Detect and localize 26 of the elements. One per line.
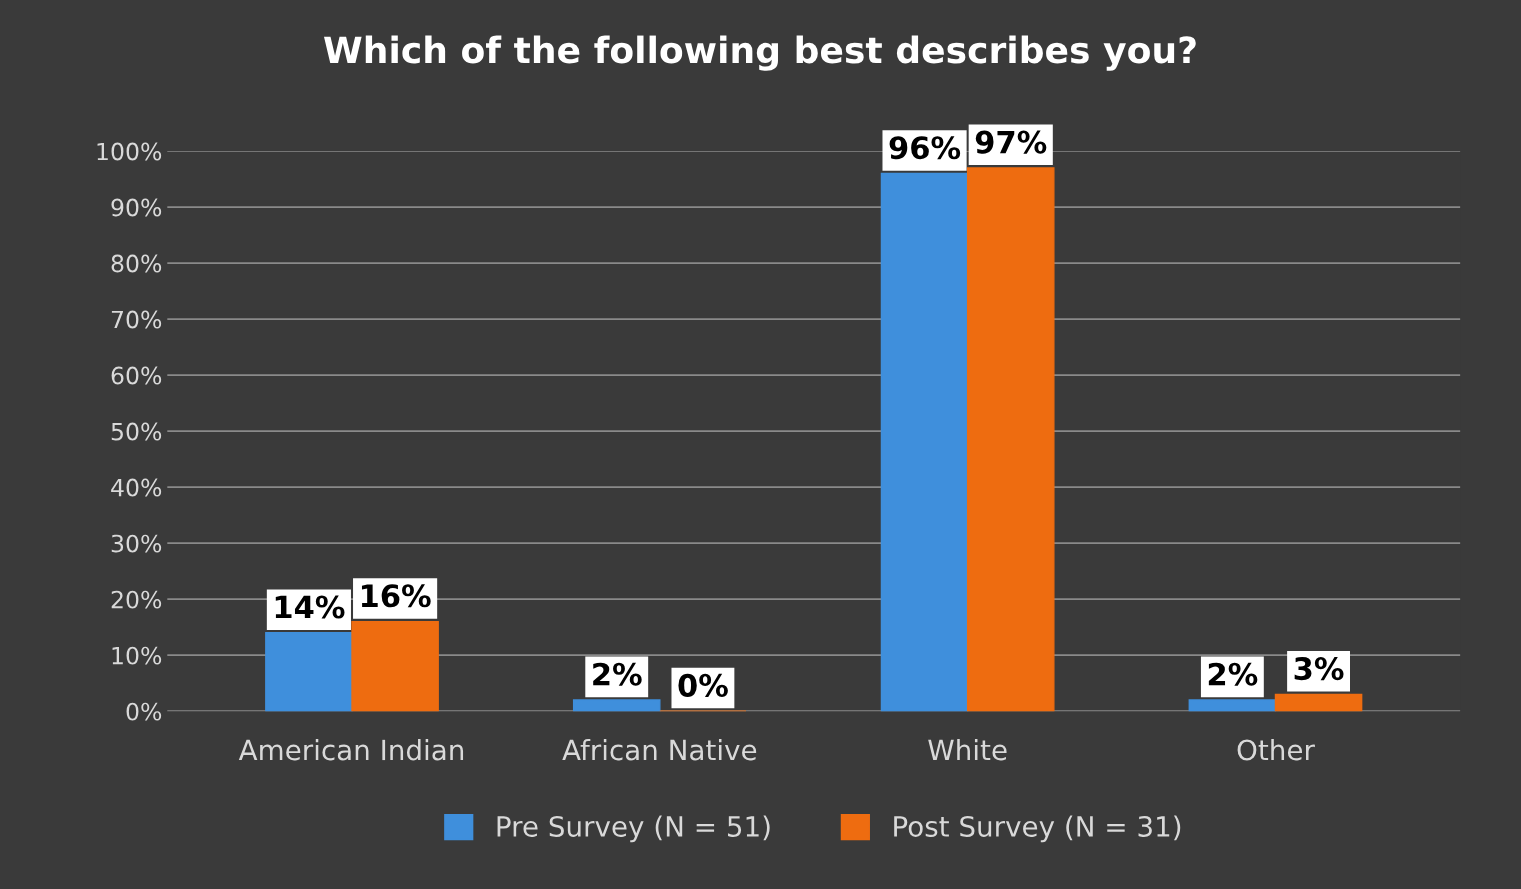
y-tick-label: 100% xyxy=(97,142,162,161)
data-label: 2% xyxy=(1208,662,1258,686)
data-label: 16% xyxy=(361,584,431,608)
x-tick-label: American Indian xyxy=(238,738,464,761)
legend-label: Pre Survey (N = 51) xyxy=(497,815,770,843)
legend-label: Post Survey (N = 31) xyxy=(894,815,1181,843)
data-label: 97% xyxy=(975,130,1047,154)
y-tick-label: 10% xyxy=(112,646,162,665)
data-label: 2% xyxy=(593,662,642,686)
y-tick-label: 20% xyxy=(111,590,162,609)
x-tick-label: Other xyxy=(1237,738,1315,761)
y-tick-label: 50% xyxy=(111,422,162,441)
y-tick-label: 30% xyxy=(111,534,162,553)
data-label: 0% xyxy=(678,673,728,697)
data-label: 96% xyxy=(889,136,961,160)
y-tick-label: 60% xyxy=(111,366,162,385)
y-tick-label: 70% xyxy=(111,310,162,329)
x-tick-label: African Native xyxy=(562,738,757,761)
y-tick-label: 80% xyxy=(111,254,162,273)
y-tick-label: 0% xyxy=(126,702,162,721)
y-tick-label: 90% xyxy=(111,198,162,217)
y-tick-label: 40% xyxy=(111,478,162,497)
data-label: 3% xyxy=(1294,657,1344,681)
x-tick-label: White xyxy=(928,738,1007,761)
chart-title: Which of the following best describes you? xyxy=(323,35,1196,71)
data-label: 14% xyxy=(275,595,345,619)
